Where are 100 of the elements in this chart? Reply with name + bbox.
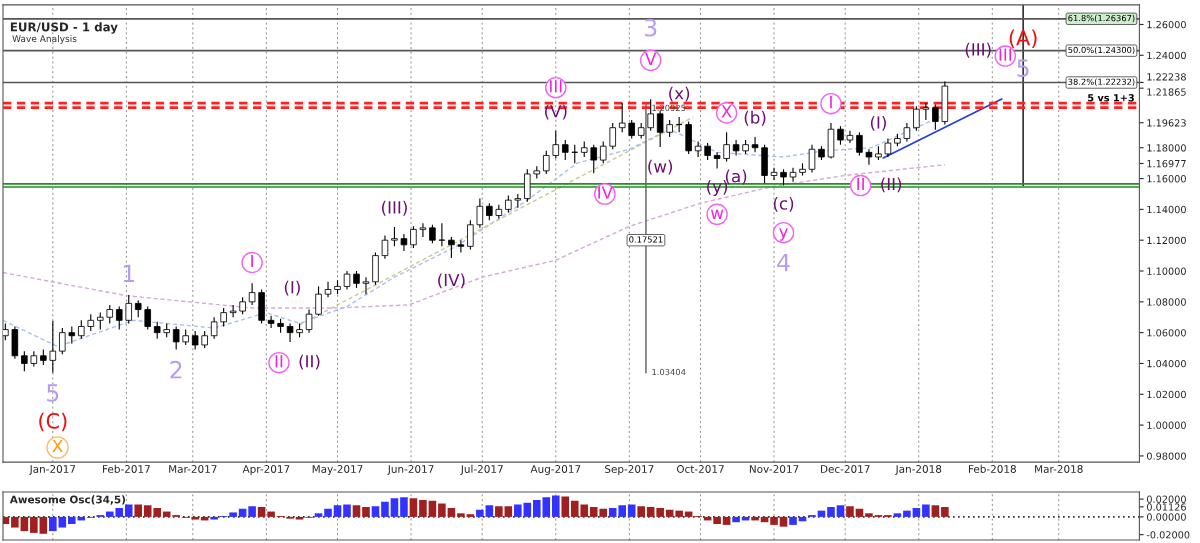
x-tick-label: Sep-2017 [605, 465, 654, 475]
annotation: III [550, 80, 562, 93]
candlestick [467, 219, 474, 250]
y-tick-label: 1.10000 [1147, 267, 1186, 275]
candlestick [220, 307, 227, 328]
candlestick [419, 222, 427, 238]
candlestick [618, 102, 626, 133]
candlestick [865, 148, 873, 166]
annotation: (IV) [438, 273, 465, 289]
candlestick [723, 131, 730, 163]
candlestick [913, 105, 920, 132]
annotation: (C) [39, 412, 67, 432]
candlestick [552, 130, 560, 160]
bar [39, 516, 48, 534]
bar [827, 507, 835, 517]
annotation: V [645, 52, 657, 65]
y-tick-label: 1.08000 [1147, 298, 1186, 306]
bar [656, 507, 664, 517]
bar [30, 516, 38, 533]
annotation: I [251, 254, 253, 268]
annotation: 5 [47, 384, 59, 402]
bar [58, 516, 67, 528]
bar [466, 514, 475, 517]
bar [229, 512, 237, 517]
bar [732, 516, 740, 523]
bar [134, 504, 143, 517]
candlestick [59, 327, 66, 355]
bar [713, 516, 721, 524]
candlestick [49, 320, 57, 374]
bar [238, 508, 247, 517]
y-tick-label: 1.24000 [1147, 51, 1186, 60]
bar [922, 504, 930, 517]
y-tick-label: 0.00000 [1146, 513, 1186, 521]
text: EUR/USD - 1 day [10, 22, 118, 34]
candlestick [115, 305, 123, 331]
bar [903, 510, 911, 517]
candlestick [410, 225, 417, 249]
bar [627, 504, 636, 517]
bar [314, 513, 323, 517]
candlestick [647, 98, 654, 132]
candlestick [562, 139, 569, 161]
candlestick [751, 136, 759, 153]
candlestick [191, 330, 199, 351]
bar [561, 496, 570, 517]
bar [941, 507, 949, 517]
bar [343, 504, 351, 517]
candlestick [248, 282, 256, 306]
x-tick-label: Nov-2017 [749, 465, 799, 473]
x-tick-label: Feb-2018 [968, 464, 1016, 473]
y-tick-label: 0.02000 [1146, 495, 1186, 503]
candlestick [125, 294, 133, 324]
candlestick [884, 137, 892, 158]
bar [409, 498, 418, 517]
x-tick-label: Mar-2017 [169, 465, 217, 473]
bar [476, 509, 484, 517]
y-tick-label: 1.19623 [1147, 119, 1186, 127]
bar [362, 507, 370, 517]
bar [400, 497, 408, 517]
annotation: II [275, 355, 283, 368]
bar [485, 505, 494, 517]
candlestick [932, 104, 939, 131]
annotation: (I) [870, 115, 886, 131]
x-tick-label: Jan-2017 [29, 465, 76, 475]
bar [447, 507, 456, 517]
candlestick [770, 167, 778, 181]
bar [665, 509, 674, 517]
candlestick [628, 119, 635, 140]
annotation: 50.0%(1.24300) [1068, 46, 1135, 55]
x-tick-label: Dec-2017 [821, 465, 870, 473]
bar [438, 503, 446, 517]
x-tick-label: Feb-2017 [103, 464, 150, 473]
y-tick-label: 1.12000 [1147, 236, 1186, 245]
annotation: X [52, 439, 63, 453]
candlestick [172, 325, 180, 351]
candlestick [229, 304, 237, 318]
candlestick [713, 151, 721, 170]
candlestick [324, 281, 332, 298]
annotation: (w) [648, 159, 673, 175]
bar [551, 495, 560, 517]
annotation: (a) [725, 169, 747, 185]
y-tick-label: 1.00000 [1147, 421, 1186, 429]
candlestick [856, 131, 863, 156]
bar [295, 516, 304, 520]
annotation: IV [598, 186, 613, 199]
x-tick-label: Aug-2017 [530, 465, 581, 475]
bar [779, 516, 788, 527]
bar [267, 511, 275, 517]
annotation: (c) [773, 196, 794, 212]
bar [637, 506, 645, 517]
bar [381, 501, 389, 517]
y-tick-label: 1.26000 [1147, 20, 1186, 29]
annotation: III [999, 48, 1012, 61]
candlestick [599, 141, 607, 164]
bar [210, 516, 218, 520]
bar [789, 516, 797, 525]
candlestick [457, 239, 465, 254]
bar [722, 516, 731, 525]
annotation: (V) [545, 104, 567, 120]
bar [912, 507, 921, 517]
candlestick [144, 305, 151, 331]
